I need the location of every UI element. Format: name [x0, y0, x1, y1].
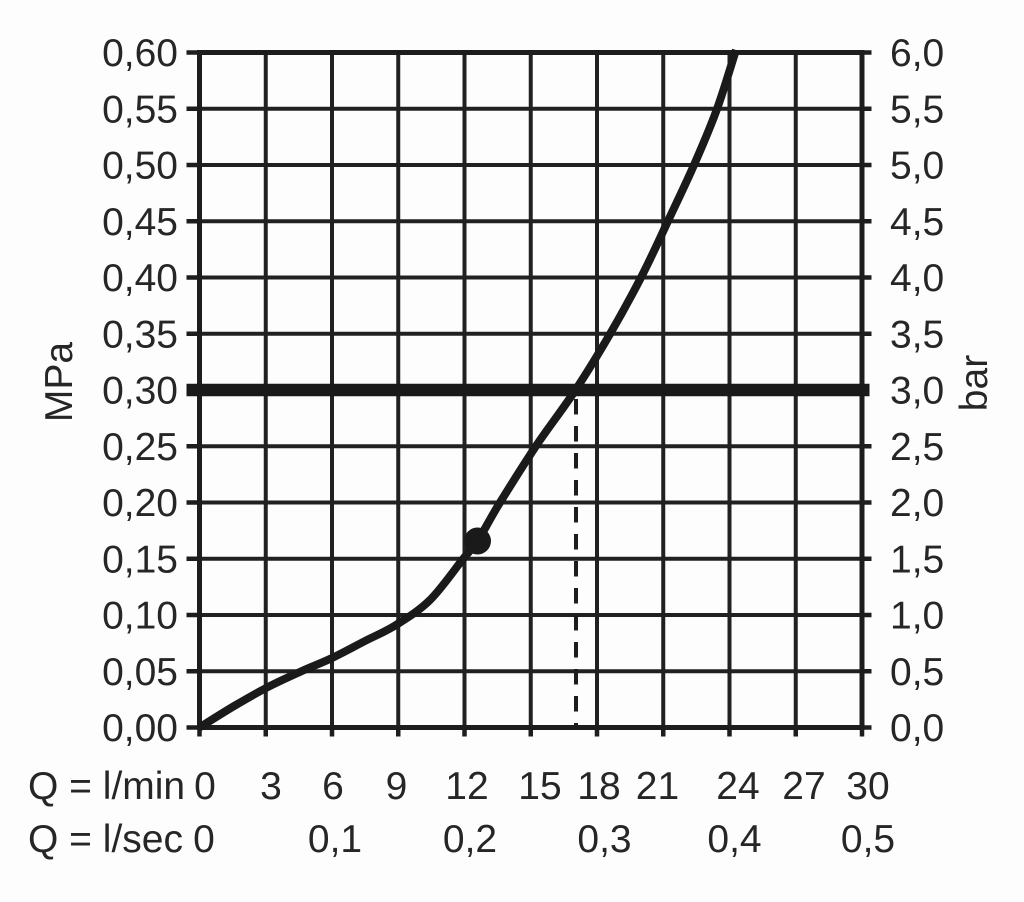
svg-text:MPa: MPa	[38, 342, 81, 423]
svg-text:4,0: 4,0	[890, 257, 944, 300]
svg-text:0,45: 0,45	[102, 201, 178, 244]
svg-text:2,5: 2,5	[890, 426, 944, 469]
svg-text:5,5: 5,5	[890, 88, 944, 131]
svg-text:2,0: 2,0	[890, 482, 944, 525]
svg-text:0,55: 0,55	[102, 88, 178, 131]
svg-text:0,4: 0,4	[707, 818, 761, 861]
svg-text:12: 12	[445, 765, 488, 808]
svg-text:0: 0	[194, 765, 216, 808]
svg-text:0,30: 0,30	[102, 370, 178, 413]
svg-text:0,0: 0,0	[890, 707, 944, 750]
svg-text:1,0: 1,0	[890, 595, 944, 638]
svg-text:5,0: 5,0	[890, 145, 944, 188]
svg-text:0: 0	[193, 818, 215, 861]
svg-text:0,25: 0,25	[102, 426, 178, 469]
svg-text:4,5: 4,5	[890, 201, 944, 244]
svg-text:3,5: 3,5	[890, 313, 944, 356]
svg-text:3,0: 3,0	[890, 370, 944, 413]
svg-text:0,15: 0,15	[102, 538, 178, 581]
svg-text:21: 21	[636, 765, 679, 808]
svg-text:bar: bar	[953, 355, 996, 411]
svg-text:15: 15	[518, 765, 561, 808]
svg-text:Q = l/min: Q = l/min	[28, 765, 185, 808]
svg-text:0,3: 0,3	[577, 818, 631, 861]
svg-text:0,20: 0,20	[102, 482, 178, 525]
svg-text:0,1: 0,1	[308, 818, 362, 861]
svg-text:27: 27	[782, 765, 825, 808]
svg-text:30: 30	[846, 765, 889, 808]
svg-text:0,10: 0,10	[102, 595, 178, 638]
svg-text:3: 3	[260, 765, 282, 808]
svg-text:0,35: 0,35	[102, 313, 178, 356]
svg-text:1,5: 1,5	[890, 538, 944, 581]
svg-text:0,40: 0,40	[102, 257, 178, 300]
svg-text:0,00: 0,00	[102, 707, 178, 750]
svg-text:18: 18	[577, 765, 620, 808]
svg-text:6: 6	[322, 765, 344, 808]
svg-text:24: 24	[716, 765, 759, 808]
svg-text:0,5: 0,5	[841, 818, 895, 861]
svg-text:6,0: 6,0	[890, 32, 944, 75]
svg-text:0,5: 0,5	[890, 651, 944, 694]
svg-text:0,2: 0,2	[443, 818, 497, 861]
svg-text:9: 9	[386, 765, 408, 808]
svg-text:0,50: 0,50	[102, 145, 178, 188]
svg-text:Q = l/sec: Q = l/sec	[28, 818, 183, 861]
svg-text:0,60: 0,60	[102, 32, 178, 75]
svg-text:0,05: 0,05	[102, 651, 178, 694]
